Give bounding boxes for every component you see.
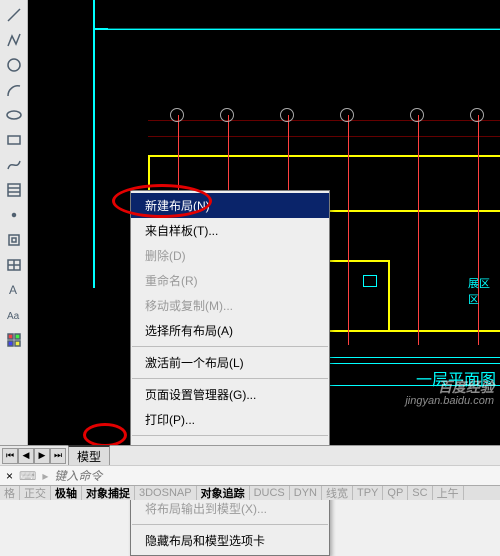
tab-next[interactable]: ▶ bbox=[34, 448, 50, 464]
menu-item[interactable]: 激活前一个布局(L) bbox=[131, 350, 329, 375]
status-toggle[interactable]: DYN bbox=[290, 486, 322, 500]
command-input[interactable] bbox=[54, 469, 494, 483]
tool-spline[interactable] bbox=[3, 154, 25, 176]
menu-item[interactable]: 隐藏布局和模型选项卡 bbox=[131, 528, 329, 553]
menu-item[interactable]: 打印(P)... bbox=[131, 407, 329, 432]
tool-hatch[interactable] bbox=[3, 179, 25, 201]
tool-mtext[interactable]: Aa bbox=[3, 304, 25, 326]
status-toggle[interactable]: 格 bbox=[0, 486, 20, 500]
tool-circle[interactable] bbox=[3, 54, 25, 76]
prompt-icon: ⌨ bbox=[19, 469, 36, 483]
status-toggle[interactable]: SC bbox=[408, 486, 432, 500]
svg-text:A: A bbox=[9, 283, 17, 297]
menu-item[interactable]: 选择所有布局(A) bbox=[131, 318, 329, 343]
tab-first[interactable]: ⏮ bbox=[2, 448, 18, 464]
menu-item: 删除(D) bbox=[131, 243, 329, 268]
tool-text[interactable]: A bbox=[3, 279, 25, 301]
status-toggle[interactable]: 极轴 bbox=[51, 486, 82, 500]
layout-tabs: ⏮ ◀ ▶ ⏭ 模型 bbox=[0, 445, 500, 465]
draw-toolbar: A Aa bbox=[0, 0, 28, 445]
layout-context-menu: 新建布局(N)来自样板(T)...删除(D)重命名(R)移动或复制(M)...选… bbox=[130, 190, 330, 556]
status-toggle[interactable]: 对象追踪 bbox=[197, 486, 250, 500]
svg-text:Aa: Aa bbox=[7, 311, 20, 322]
tool-table[interactable] bbox=[3, 254, 25, 276]
command-line[interactable]: × ⌨ ▸ bbox=[0, 465, 500, 485]
tool-region[interactable] bbox=[3, 229, 25, 251]
status-toggle[interactable]: QP bbox=[383, 486, 408, 500]
tool-palette[interactable] bbox=[3, 329, 25, 351]
tool-point[interactable] bbox=[3, 204, 25, 226]
menu-item: 重命名(R) bbox=[131, 268, 329, 293]
menu-item[interactable]: 页面设置管理器(G)... bbox=[131, 382, 329, 407]
status-toggle[interactable]: 对象捕捉 bbox=[82, 486, 135, 500]
tool-polyline[interactable] bbox=[3, 29, 25, 51]
tool-ellipse[interactable] bbox=[3, 104, 25, 126]
drawing-title: 一层平面图 bbox=[416, 366, 496, 390]
tab-prev[interactable]: ◀ bbox=[18, 448, 34, 464]
status-toggle[interactable]: 3DOSNAP bbox=[135, 486, 197, 500]
room-label: 展区区 bbox=[468, 275, 500, 307]
tool-arc[interactable] bbox=[3, 79, 25, 101]
menu-item[interactable]: 新建布局(N) bbox=[131, 193, 329, 218]
tool-rect[interactable] bbox=[3, 129, 25, 151]
tab-last[interactable]: ⏭ bbox=[50, 448, 66, 464]
tab-model[interactable]: 模型 bbox=[68, 445, 110, 467]
status-toggle[interactable]: 正交 bbox=[20, 486, 51, 500]
status-bar: 格正交极轴对象捕捉3DOSNAP对象追踪DUCSDYN线宽TPYQPSC上午 bbox=[0, 485, 500, 500]
status-toggle[interactable]: TPY bbox=[353, 486, 383, 500]
tool-line[interactable] bbox=[3, 4, 25, 26]
status-toggle[interactable]: 线宽 bbox=[322, 486, 353, 500]
menu-item[interactable]: 来自样板(T)... bbox=[131, 218, 329, 243]
status-toggle[interactable]: 上午 bbox=[433, 486, 464, 500]
close-icon[interactable]: × bbox=[6, 469, 13, 483]
status-toggle[interactable]: DUCS bbox=[250, 486, 290, 500]
menu-item: 移动或复制(M)... bbox=[131, 293, 329, 318]
prompt-sep-icon: ▸ bbox=[42, 469, 48, 483]
